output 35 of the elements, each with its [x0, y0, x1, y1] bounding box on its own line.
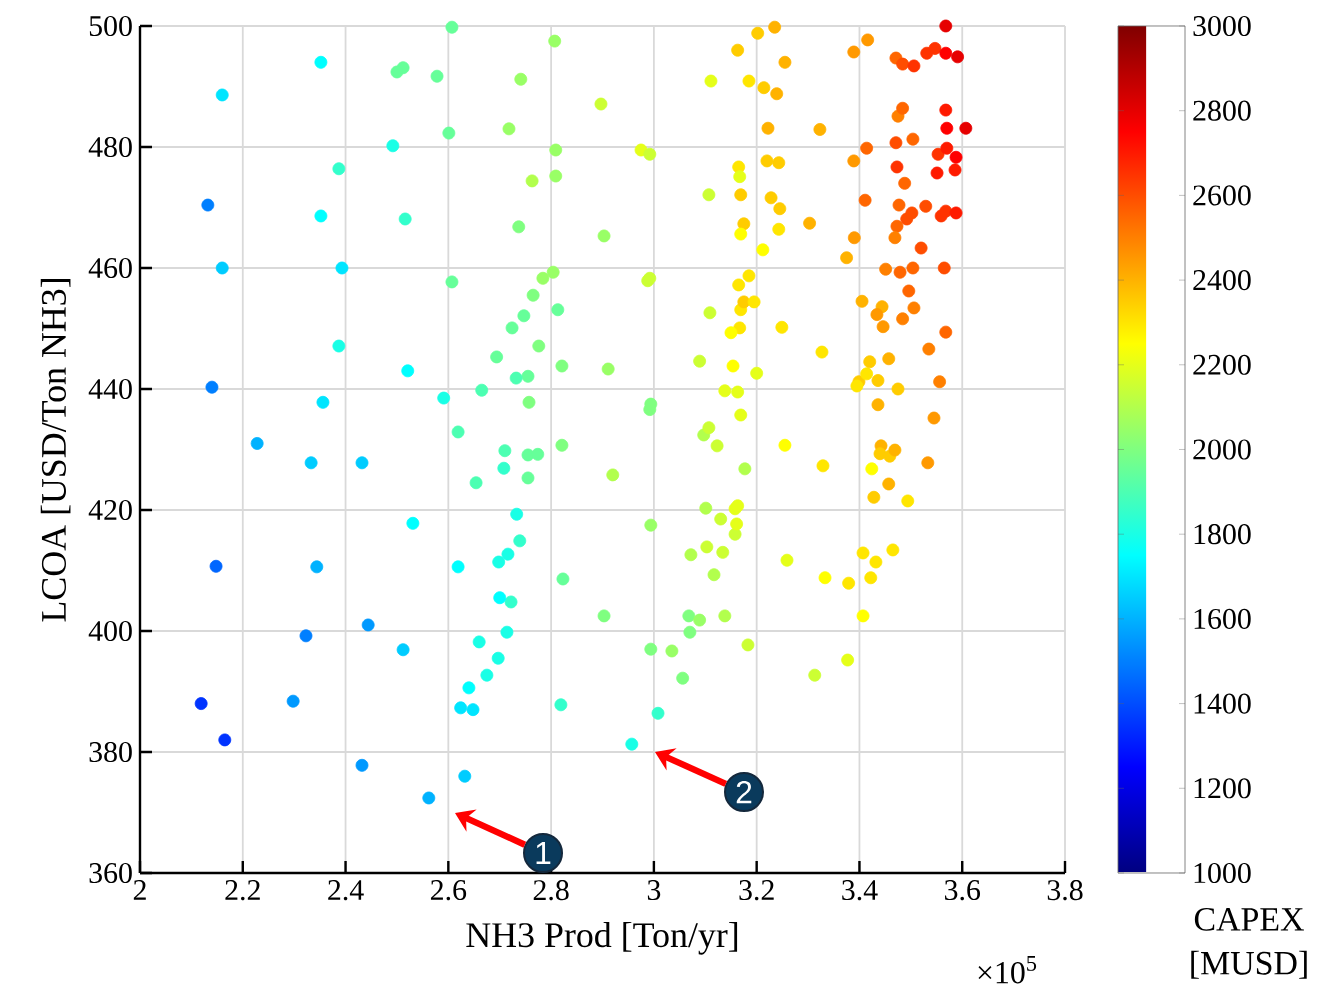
color-bar-label: 2800 — [1193, 100, 1251, 121]
y-tick-label: 460 — [88, 257, 132, 279]
y-tick-label: 420 — [88, 499, 132, 521]
y-tick-label: 360 — [89, 862, 132, 884]
x-tick-label: 2.8 — [533, 880, 569, 901]
color-bar-label: 1600 — [1194, 608, 1251, 629]
x-tick-label: 2.6 — [430, 880, 467, 901]
text: ×10$^{5}$ — [978, 956, 1037, 984]
x-tick-label: 3.2 — [739, 880, 774, 901]
y-tick-label: 500 — [89, 15, 132, 37]
color-bar-label: 1000 — [1194, 862, 1251, 884]
x-tick-label: 2 — [133, 880, 146, 900]
y-axis-title: LCOA [USD/Ton NH3] — [40, 279, 71, 622]
color-bar-title: CAPEX [MUSD] — [1191, 908, 1307, 979]
color-bar-label: 2000 — [1193, 439, 1251, 460]
color-bar-label: 1200 — [1194, 778, 1251, 799]
x-tick-label: 3.6 — [944, 880, 981, 901]
color-bar-label: 2200 — [1193, 354, 1251, 375]
y-tick-label: 440 — [88, 378, 132, 400]
color-bar-label: 3000 — [1193, 15, 1251, 37]
y-tick-label: 400 — [88, 620, 132, 642]
x-tick-label: 2.2 — [225, 880, 260, 901]
y-tick-label: 480 — [88, 136, 132, 158]
x-tick-label: 2.4 — [328, 880, 364, 901]
color-bar-label: 1800 — [1194, 524, 1251, 545]
x-axis-title: NH3 Prod [Ton/yr] — [466, 922, 738, 955]
x-tick-label: 3 — [647, 880, 661, 901]
color-bar-label: 1400 — [1194, 693, 1251, 714]
annotation: 1 — [536, 842, 551, 864]
x-tick-label: 3.4 — [842, 880, 878, 901]
y-tick-label: 380 — [89, 741, 132, 763]
color-bar-label: 2600 — [1193, 185, 1251, 206]
x-tick-label: 3.8 — [1047, 880, 1083, 901]
color-bar-label: 2400 — [1193, 270, 1251, 291]
annotation: 2 — [736, 780, 752, 804]
